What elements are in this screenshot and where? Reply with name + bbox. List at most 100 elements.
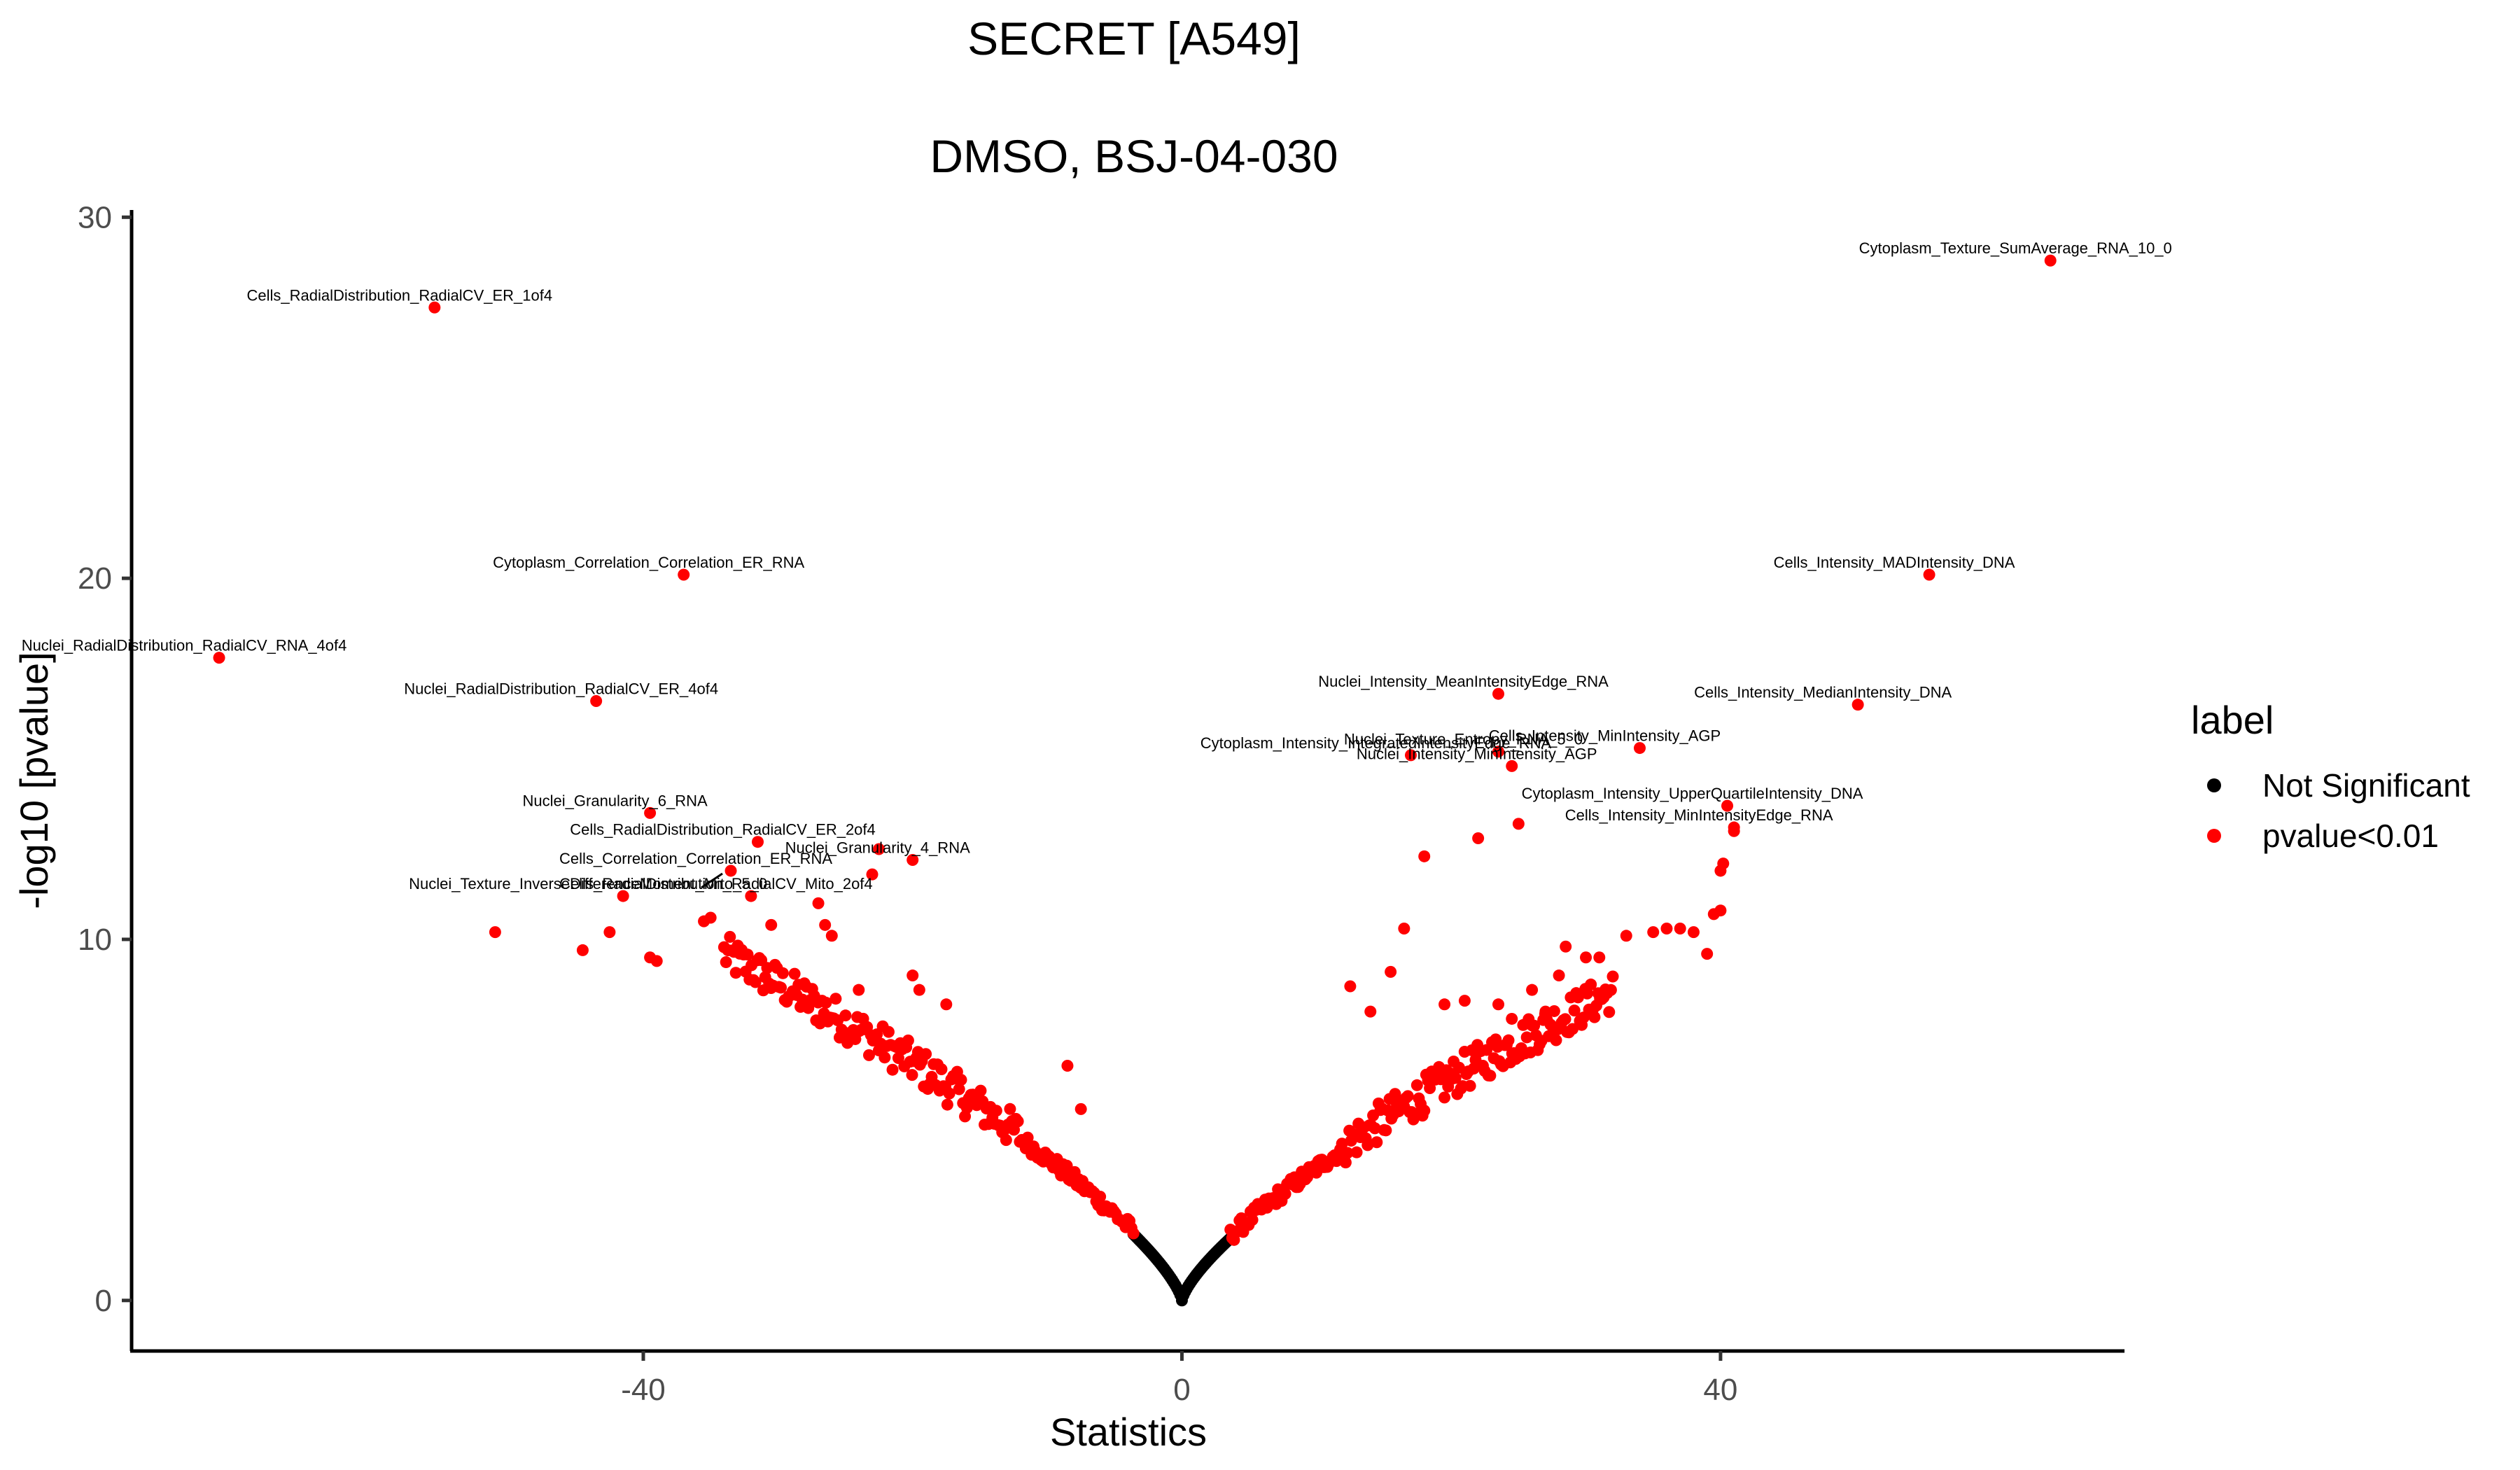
point-significant [1484, 1070, 1497, 1082]
point-significant [720, 956, 732, 969]
point-significant [1464, 1079, 1476, 1092]
point-significant [1572, 991, 1584, 1004]
point-significant [749, 976, 762, 988]
point-significant [1438, 1091, 1451, 1104]
point-significant-labeled [2044, 254, 2057, 267]
point-significant [913, 983, 925, 996]
point-significant [1472, 832, 1485, 845]
point-significant [1581, 987, 1593, 1000]
legend-label-significant: pvalue<0.01 [2262, 818, 2439, 854]
point-label: Nuclei_Granularity_6_RNA [523, 792, 708, 809]
point-significant [1401, 1090, 1414, 1102]
x-tick-label: 0 [1173, 1373, 1190, 1407]
point-significant [1458, 995, 1471, 1007]
point-label: Nuclei_RadialDistribution_RadialCV_ER_4o… [404, 680, 718, 698]
point-significant [819, 918, 832, 931]
point-significant [882, 1026, 895, 1038]
point-significant [955, 1074, 967, 1086]
point-significant [1094, 1190, 1107, 1203]
chart-subtitle: DMSO, BSJ-04-030 [930, 130, 1338, 182]
point-significant-labeled [1492, 687, 1505, 700]
point-significant [1528, 1019, 1541, 1032]
chart-title: SECRET [A549] [967, 13, 1301, 64]
point-significant [1560, 940, 1572, 953]
point-significant [812, 897, 825, 909]
point-significant-labeled [751, 836, 764, 848]
point-label: Cytoplasm_Intensity_UpperQuartileIntensi… [1522, 785, 1863, 802]
point-significant-labeled [1404, 749, 1417, 762]
point-significant [1368, 1122, 1381, 1135]
point-significant [853, 983, 865, 996]
point-significant-labeled [590, 695, 603, 708]
point-significant-labeled [1633, 742, 1646, 755]
point-significant [920, 1048, 932, 1060]
y-axis-ticks: 0 10 20 30 [78, 200, 132, 1318]
point-significant [1004, 1102, 1016, 1115]
point-significant [830, 993, 842, 1005]
point-significant [974, 1084, 987, 1097]
point-significant [990, 1105, 1002, 1117]
x-axis-title: Statistics [1050, 1410, 1207, 1454]
point-significant [1011, 1115, 1024, 1128]
point-significant [1526, 983, 1539, 996]
point-significant [1246, 1214, 1259, 1226]
point-significant [1350, 1146, 1363, 1158]
point-significant [820, 996, 832, 1009]
point-label: Cells_Correlation_Correlation_ER_RNA [559, 850, 832, 867]
point-significant [1539, 1005, 1552, 1018]
point-significant [1585, 978, 1597, 990]
point-significant-labeled [428, 301, 441, 314]
point-significant [1568, 1004, 1581, 1017]
point-significant [1362, 1139, 1374, 1152]
point-significant [1380, 1124, 1392, 1137]
point-significant [576, 944, 589, 956]
x-tick-label: 40 [1703, 1373, 1737, 1407]
point-label: Nuclei_Intensity_MinIntensity_AGP [1357, 745, 1597, 762]
point-label: Cells_RadialDistribution_RadialCV_ER_1of… [247, 286, 553, 304]
point-significant-labeled [1923, 568, 1935, 581]
point-significant [1620, 930, 1632, 942]
point-label: Nuclei_Texture_Entropy_RNA_5_0 [1344, 731, 1583, 748]
point-label: Nuclei_Granularity_4_RNA [785, 839, 970, 856]
point-significant [1714, 904, 1727, 917]
plot-points [213, 254, 2057, 1307]
point-significant [1512, 818, 1525, 830]
point-significant [1506, 1012, 1518, 1025]
point-significant [1061, 1060, 1074, 1072]
point-significant [788, 967, 801, 980]
point-significant-labeled [213, 652, 225, 664]
point-significant [1418, 850, 1431, 862]
label-leader-line [701, 872, 723, 889]
point-significant [1580, 951, 1592, 964]
legend-label-not-significant: Not Significant [2262, 767, 2470, 804]
point-significant [1336, 1138, 1348, 1150]
point-significant [1588, 1011, 1601, 1023]
point-label: Cells_Intensity_MADIntensity_DNA [1774, 554, 2015, 571]
point-significant-labeled [678, 568, 690, 581]
y-tick-label: 0 [95, 1284, 112, 1318]
x-tick-label: -40 [621, 1373, 666, 1407]
point-significant [1424, 1082, 1436, 1095]
point-label: Cells_RadialDistribution_RadialCV_ER_2of… [570, 821, 876, 839]
point-label: Cells_Intensity_MinIntensityEdge_RNA [1565, 806, 1833, 824]
point-significant [1606, 970, 1619, 983]
point-significant [1559, 1013, 1572, 1026]
point-significant [1701, 948, 1714, 960]
point-significant [862, 1049, 875, 1061]
point-significant [1687, 926, 1700, 939]
point-significant-labeled [724, 864, 737, 877]
point-significant [1593, 951, 1606, 964]
point-label: Cytoplasm_Texture_SumAverage_RNA_10_0 [1859, 239, 2172, 257]
point-significant [902, 1034, 914, 1046]
point-significant [886, 1063, 899, 1076]
point-significant [1418, 1105, 1431, 1117]
point-significant [906, 969, 919, 982]
point-significant [953, 1083, 965, 1096]
point-significant [1717, 858, 1730, 870]
point-significant [1000, 1134, 1012, 1147]
point-significant [1410, 1079, 1423, 1091]
point-significant [775, 981, 788, 994]
point-significant [1674, 922, 1686, 934]
point-significant [1567, 1023, 1579, 1035]
point-significant [1371, 1136, 1383, 1149]
